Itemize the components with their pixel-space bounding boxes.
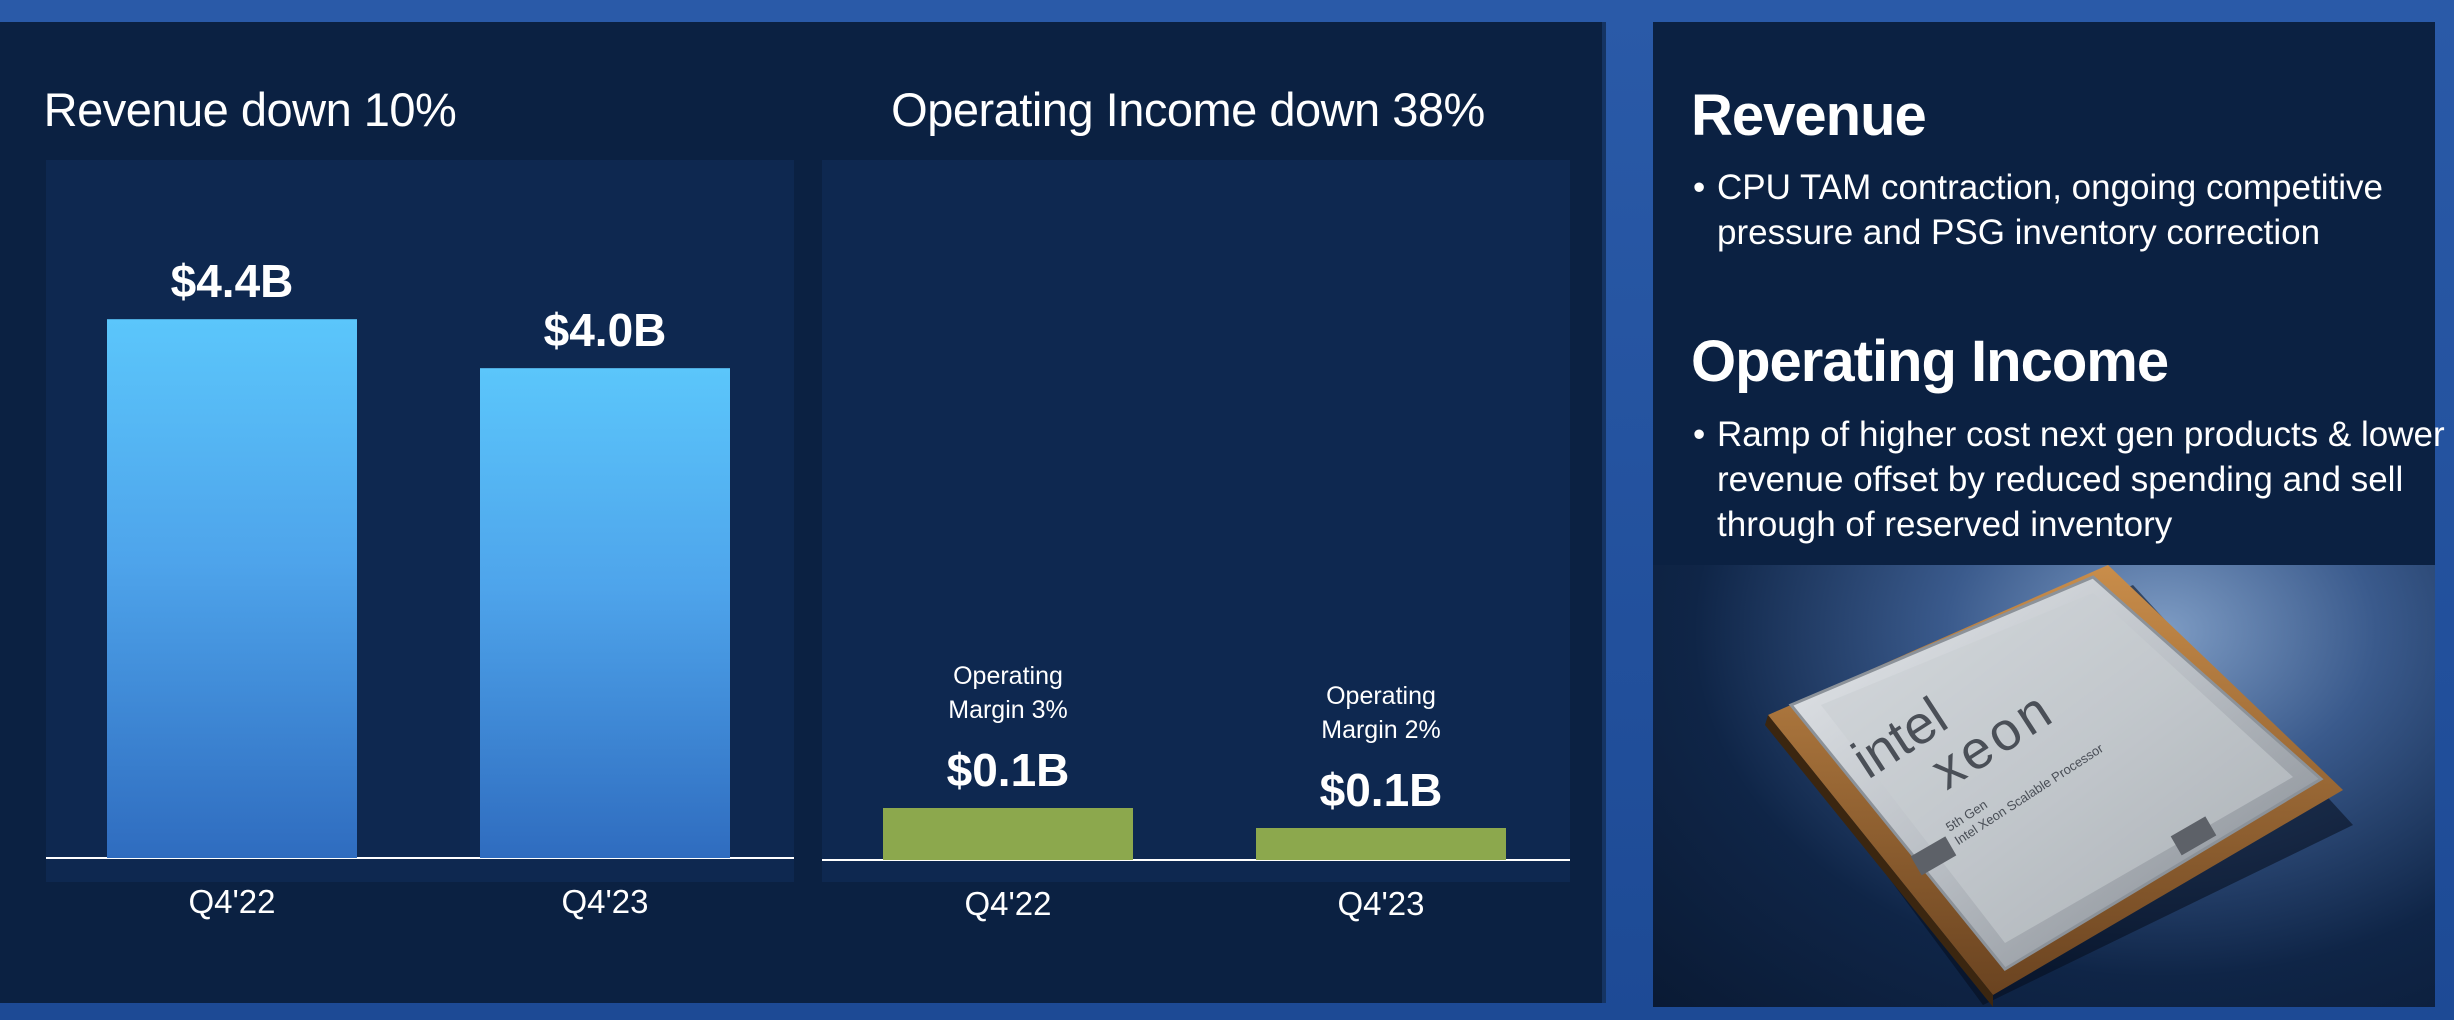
charts-svg: $4.4B Q4'22 $4.0B Q4'23 $0.1B Operating Margin… xyxy=(46,255,1570,922)
operating-income-margin-label-1-line-2: Margin 3% xyxy=(948,696,1068,724)
revenue-chart-title: Revenue down 10% xyxy=(43,83,457,136)
operating-income-bullet: • Ramp of higher cost next gen products &… xyxy=(1693,412,2452,547)
operating-income-bullet-text: Ramp of higher cost next gen products & … xyxy=(1717,415,2445,544)
revenue-value-label-1: $4.4B xyxy=(171,255,294,307)
processor-illustration: intel xeon 5th Gen Intel Xeon Scalable P… xyxy=(1765,565,2353,1007)
cpu-clip xyxy=(1910,836,1957,876)
revenue-value-label-2: $4.0B xyxy=(544,304,667,356)
bullet-dot: • xyxy=(1693,168,1706,207)
operating-income-tick-label-2: Q4'23 xyxy=(1337,885,1424,922)
operating-income-chart-title: Operating Income down 38% xyxy=(891,83,1485,136)
revenue-tick-label-2: Q4'23 xyxy=(561,883,648,920)
operating-income-value-label-2: $0.1B xyxy=(1320,764,1443,816)
revenue-tick-label-1: Q4'22 xyxy=(188,883,275,920)
operating-income-value-label-1: $0.1B xyxy=(947,744,1070,796)
operating-income-tick-label-1: Q4'22 xyxy=(964,885,1051,922)
revenue-bar-2 xyxy=(480,368,730,858)
bullet-dot: • xyxy=(1693,415,1706,454)
revenue-heading: Revenue xyxy=(1691,83,1927,148)
revenue-bullet: • CPU TAM contraction, ongoing competitiv… xyxy=(1693,165,2452,255)
commentary-panel: Revenue • CPU TAM contraction, ongoing co… xyxy=(1653,22,2445,565)
operating-income-margin-label-1-line-1: Operating xyxy=(953,662,1063,690)
operating-income-heading: Operating Income xyxy=(1691,329,2169,394)
operating-income-margin-label-2-line-1: Operating xyxy=(1326,682,1436,710)
operating-income-margin-label-2-line-2: Margin 2% xyxy=(1321,716,1441,744)
revenue-bullet-text: CPU TAM contraction, ongoing competitive… xyxy=(1717,168,2383,252)
operating-income-bar-1 xyxy=(883,808,1133,860)
revenue-bar-1 xyxy=(107,319,357,858)
operating-income-chart-area xyxy=(822,160,1570,882)
xeon-processor-image: intel xeon 5th Gen Intel Xeon Scalable P… xyxy=(1653,565,2435,1007)
operating-income-bar-2 xyxy=(1256,828,1506,860)
charts-panel: Revenue down 10% Operating Income down 3… xyxy=(0,22,1606,1003)
